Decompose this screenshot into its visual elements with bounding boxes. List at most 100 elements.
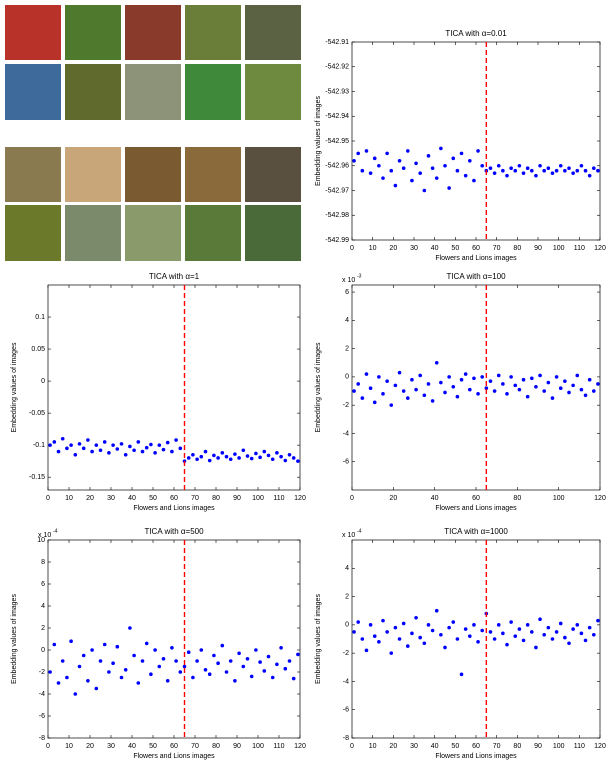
- data-point: [361, 169, 365, 173]
- data-point: [195, 659, 199, 663]
- data-point: [221, 451, 225, 455]
- data-point: [580, 388, 584, 392]
- data-point: [423, 641, 427, 645]
- y-tick-label: -542.99: [325, 237, 349, 244]
- x-tick-label: 70: [191, 495, 199, 502]
- data-point: [497, 623, 501, 627]
- data-point: [571, 384, 575, 388]
- data-point: [246, 657, 250, 661]
- data-point: [65, 676, 69, 680]
- photo: [65, 205, 121, 261]
- data-point: [518, 627, 522, 631]
- data-point: [406, 396, 410, 400]
- data-point: [78, 665, 82, 669]
- data-point: [592, 166, 596, 170]
- data-point: [592, 633, 596, 637]
- photo: [125, 205, 181, 261]
- data-point: [559, 164, 563, 168]
- data-point: [414, 388, 418, 392]
- data-point: [534, 385, 538, 389]
- y-axis-label: Embedding values of images: [315, 342, 322, 432]
- data-point: [65, 447, 69, 451]
- data-point: [271, 676, 275, 680]
- data-point: [116, 447, 120, 451]
- data-point: [567, 166, 571, 170]
- x-tick-label: 120: [294, 743, 306, 750]
- data-point: [394, 384, 398, 388]
- data-point: [588, 174, 592, 178]
- y-tick-label: -0.1: [33, 442, 45, 449]
- y-tick-label: -0.15: [29, 474, 45, 481]
- data-point: [373, 634, 377, 638]
- x-tick-label: 20: [389, 245, 397, 252]
- data-point: [166, 679, 170, 683]
- chart-title: TICA with α=500: [144, 527, 204, 536]
- data-point: [398, 371, 402, 375]
- y-tick-label: -8: [343, 735, 349, 742]
- data-point: [526, 395, 530, 399]
- x-tick-label: 90: [534, 743, 542, 750]
- data-point: [435, 609, 439, 613]
- data-point: [365, 649, 369, 653]
- data-point: [120, 676, 124, 680]
- data-point: [468, 388, 472, 392]
- data-point: [456, 395, 460, 399]
- data-point: [389, 651, 393, 655]
- chart-title: TICA with α=1: [149, 272, 200, 281]
- data-point: [398, 159, 402, 163]
- data-point: [563, 169, 567, 173]
- x-tick-label: 100: [252, 495, 264, 502]
- data-point: [141, 659, 145, 663]
- data-point: [246, 454, 250, 458]
- data-point: [212, 454, 216, 458]
- data-point: [279, 646, 283, 650]
- data-point: [95, 443, 99, 447]
- data-point: [137, 681, 141, 685]
- data-point: [493, 171, 497, 175]
- x-tick-label: 20: [86, 495, 94, 502]
- data-point: [555, 169, 559, 173]
- data-point: [551, 637, 555, 641]
- y-tick-label: -2: [343, 650, 349, 657]
- x-tick-label: 120: [594, 743, 606, 750]
- x-tick-label: 40: [431, 495, 439, 502]
- data-point: [410, 378, 414, 382]
- data-point: [464, 372, 468, 376]
- data-point: [431, 629, 435, 633]
- data-point: [389, 403, 393, 407]
- data-point: [365, 149, 369, 153]
- data-point: [296, 653, 300, 657]
- photo-grid: [5, 5, 301, 261]
- data-point: [292, 677, 296, 681]
- data-point: [216, 661, 220, 665]
- x-tick-label: 120: [594, 495, 606, 502]
- data-point: [237, 456, 241, 460]
- x-tick-label: 80: [513, 743, 521, 750]
- data-point: [431, 399, 435, 403]
- data-point: [250, 675, 254, 679]
- x-axis-label: Flowers and Lions images: [133, 753, 215, 760]
- data-point: [69, 443, 73, 447]
- data-point: [464, 174, 468, 178]
- data-point: [398, 637, 402, 641]
- data-point: [373, 401, 377, 405]
- data-point: [263, 669, 267, 673]
- data-point: [389, 169, 393, 173]
- photo: [65, 5, 121, 60]
- x-axis-label: Flowers and Lions images: [435, 505, 517, 512]
- data-point: [263, 450, 267, 454]
- x-tick-label: 100: [553, 245, 565, 252]
- data-point: [361, 396, 365, 400]
- data-point: [394, 626, 398, 630]
- figure: TICA with α=0.01 Flowers and Lions images…: [0, 0, 607, 762]
- data-point: [522, 378, 526, 382]
- photo: [245, 147, 301, 202]
- data-point: [509, 375, 513, 379]
- data-point: [563, 379, 567, 383]
- x-tick-label: 30: [410, 245, 418, 252]
- data-point: [596, 619, 600, 623]
- data-point: [288, 453, 292, 457]
- chart-title: TICA with α=0.01: [445, 29, 507, 38]
- x-tick-label: 40: [128, 495, 136, 502]
- x-tick-label: 60: [472, 495, 480, 502]
